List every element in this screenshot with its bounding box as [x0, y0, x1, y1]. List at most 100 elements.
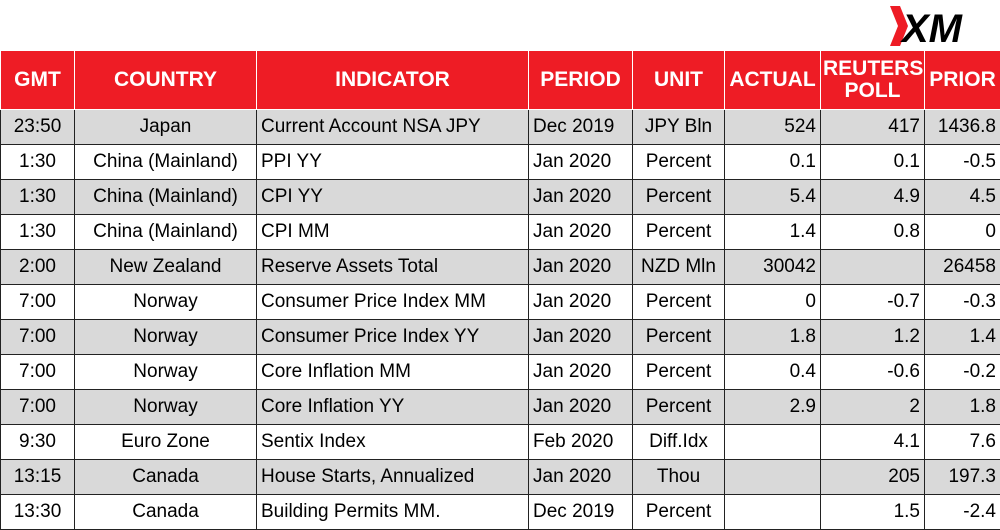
logo-text: XM — [900, 7, 964, 48]
cell-period: Dec 2019 — [528, 109, 633, 145]
cell-country: China (Mainland) — [74, 144, 257, 180]
cell-actual: 30042 — [724, 249, 821, 285]
cell-indicator: Reserve Assets Total — [256, 249, 529, 285]
cell-indicator: Current Account NSA JPY — [256, 109, 529, 145]
cell-period: Jan 2020 — [528, 179, 633, 215]
cell-actual: 0 — [724, 284, 821, 320]
cell-country: China (Mainland) — [74, 179, 257, 215]
cell-country: Canada — [74, 459, 257, 495]
cell-prior: 4.5 — [924, 179, 1000, 215]
cell-period: Jan 2020 — [528, 284, 633, 320]
cell-unit: Percent — [632, 179, 725, 215]
header-row: GMT COUNTRY INDICATOR PERIOD UNIT ACTUAL… — [0, 50, 1000, 110]
cell-reuters-poll: -0.6 — [820, 354, 925, 390]
cell-actual: 0.1 — [724, 144, 821, 180]
economic-calendar-table: GMT COUNTRY INDICATOR PERIOD UNIT ACTUAL… — [0, 50, 1000, 530]
table-row: 7:00 Norway Consumer Price Index YY Jan 202… — [0, 319, 1000, 355]
cell-gmt: 7:00 — [0, 389, 75, 425]
cell-unit: JPY Bln — [632, 109, 725, 145]
cell-gmt: 1:30 — [0, 214, 75, 250]
cell-actual: 0.4 — [724, 354, 821, 390]
cell-prior: 1.8 — [924, 389, 1000, 425]
table-row: 9:30 Euro Zone Sentix Index Feb 2020 Diff.Id… — [0, 424, 1000, 460]
cell-country: China (Mainland) — [74, 214, 257, 250]
cell-actual — [724, 494, 821, 530]
cell-indicator: PPI YY — [256, 144, 529, 180]
cell-prior: 0 — [924, 214, 1000, 250]
cell-country: Euro Zone — [74, 424, 257, 460]
cell-reuters-poll: 205 — [820, 459, 925, 495]
cell-prior: 26458 — [924, 249, 1000, 285]
cell-unit: Percent — [632, 284, 725, 320]
col-country: COUNTRY — [74, 50, 257, 110]
table-row: 1:30 China (Mainland) PPI YY Jan 2020 Percen… — [0, 144, 1000, 180]
col-indicator: INDICATOR — [256, 50, 529, 110]
cell-reuters-poll: 1.2 — [820, 319, 925, 355]
cell-unit: Percent — [632, 319, 725, 355]
cell-actual — [724, 424, 821, 460]
cell-period: Dec 2019 — [528, 494, 633, 530]
cell-country: Norway — [74, 389, 257, 425]
cell-unit: Percent — [632, 144, 725, 180]
cell-actual: 1.4 — [724, 214, 821, 250]
cell-gmt: 1:30 — [0, 144, 75, 180]
cell-country: Norway — [74, 354, 257, 390]
cell-indicator: Core Inflation MM — [256, 354, 529, 390]
cell-gmt: 7:00 — [0, 354, 75, 390]
cell-prior: -0.2 — [924, 354, 1000, 390]
cell-country: Norway — [74, 319, 257, 355]
table-row: 13:15 Canada House Starts, Annualized Jan 2… — [0, 459, 1000, 495]
table-row: 13:30 Canada Building Permits MM. Dec 2019 P… — [0, 494, 1000, 530]
table-row: 7:00 Norway Core Inflation MM Jan 2020 Perce… — [0, 354, 1000, 390]
xm-logo: XM — [890, 6, 964, 48]
cell-prior: -2.4 — [924, 494, 1000, 530]
cell-period: Jan 2020 — [528, 319, 633, 355]
table-row: 7:00 Norway Core Inflation YY Jan 2020 Perce… — [0, 389, 1000, 425]
cell-prior: -0.3 — [924, 284, 1000, 320]
cell-reuters-poll: 0.1 — [820, 144, 925, 180]
cell-country: New Zealand — [74, 249, 257, 285]
cell-unit: Percent — [632, 354, 725, 390]
cell-period: Jan 2020 — [528, 459, 633, 495]
cell-period: Feb 2020 — [528, 424, 633, 460]
cell-reuters-poll: 1.5 — [820, 494, 925, 530]
table-row: 7:00 Norway Consumer Price Index MM Jan 202… — [0, 284, 1000, 320]
cell-gmt: 13:30 — [0, 494, 75, 530]
cell-unit: Percent — [632, 389, 725, 425]
table-row: 1:30 China (Mainland) CPI MM Jan 2020 Percen… — [0, 214, 1000, 250]
cell-period: Jan 2020 — [528, 354, 633, 390]
cell-country: Norway — [74, 284, 257, 320]
cell-reuters-poll: 2 — [820, 389, 925, 425]
cell-indicator: Sentix Index — [256, 424, 529, 460]
cell-gmt: 2:00 — [0, 249, 75, 285]
cell-indicator: Core Inflation YY — [256, 389, 529, 425]
cell-prior: 7.6 — [924, 424, 1000, 460]
cell-reuters-poll: 417 — [820, 109, 925, 145]
cell-actual: 2.9 — [724, 389, 821, 425]
cell-reuters-poll: 0.8 — [820, 214, 925, 250]
cell-prior: 197.3 — [924, 459, 1000, 495]
cell-reuters-poll — [820, 249, 925, 285]
cell-gmt: 13:15 — [0, 459, 75, 495]
cell-gmt: 1:30 — [0, 179, 75, 215]
cell-indicator: House Starts, Annualized — [256, 459, 529, 495]
cell-gmt: 7:00 — [0, 284, 75, 320]
cell-indicator: CPI YY — [256, 179, 529, 215]
cell-unit: Thou — [632, 459, 725, 495]
cell-actual: 1.8 — [724, 319, 821, 355]
table-row: 2:00 New Zealand Reserve Assets Total Jan 2… — [0, 249, 1000, 285]
cell-prior: 1.4 — [924, 319, 1000, 355]
col-reuters-poll: REUTERS POLL — [820, 50, 925, 110]
col-gmt: GMT — [0, 50, 75, 110]
cell-country: Canada — [74, 494, 257, 530]
cell-indicator: Building Permits MM. — [256, 494, 529, 530]
cell-prior: -0.5 — [924, 144, 1000, 180]
cell-unit: Percent — [632, 494, 725, 530]
cell-gmt: 9:30 — [0, 424, 75, 460]
cell-period: Jan 2020 — [528, 249, 633, 285]
cell-reuters-poll: -0.7 — [820, 284, 925, 320]
cell-actual — [724, 459, 821, 495]
cell-actual: 5.4 — [724, 179, 821, 215]
cell-reuters-poll: 4.1 — [820, 424, 925, 460]
cell-actual: 524 — [724, 109, 821, 145]
